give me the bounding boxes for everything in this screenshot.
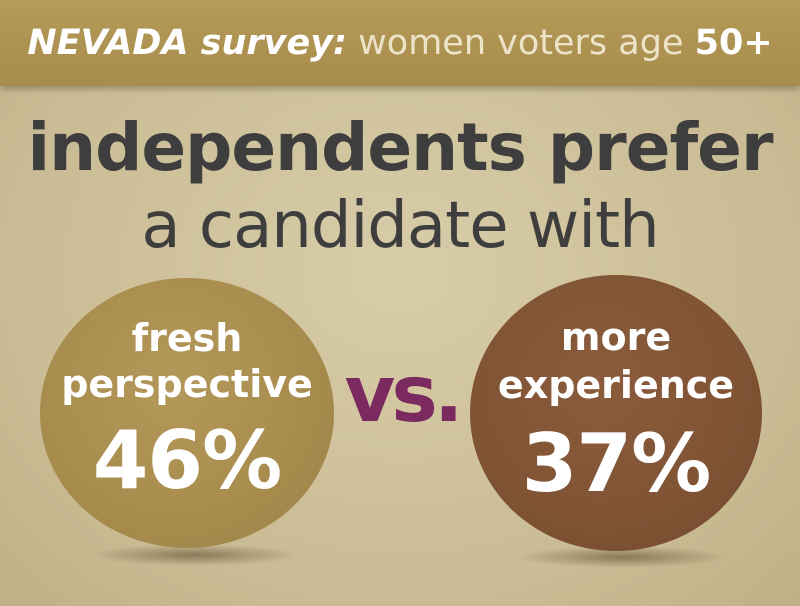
survey-subject: women voters age (358, 23, 684, 63)
fresh-perspective-circle: fresh perspective 46% (40, 278, 334, 548)
survey-label: NEVADA survey: (27, 23, 348, 63)
versus-label: vs. (344, 350, 464, 440)
experience-label: experience (497, 363, 735, 407)
more-label: more (560, 315, 672, 359)
perspective-label: perspective (61, 362, 313, 406)
survey-age: 50+ (694, 23, 773, 63)
fresh-label: fresh (131, 316, 243, 360)
headline-line-2: a candidate with (141, 189, 659, 263)
header-title: NEVADA survey: women voters age 50+ (0, 20, 800, 66)
fresh-perspective-percent: 46% (92, 414, 282, 507)
more-experience-circle: more experience 37% (470, 275, 762, 551)
more-experience-percent: 37% (521, 417, 711, 510)
headline-line-1: independents prefer (27, 109, 774, 186)
right-circle-shadow (515, 546, 730, 568)
header-banner: NEVADA survey: women voters age 50+ (0, 0, 800, 86)
left-circle-shadow (90, 544, 300, 566)
